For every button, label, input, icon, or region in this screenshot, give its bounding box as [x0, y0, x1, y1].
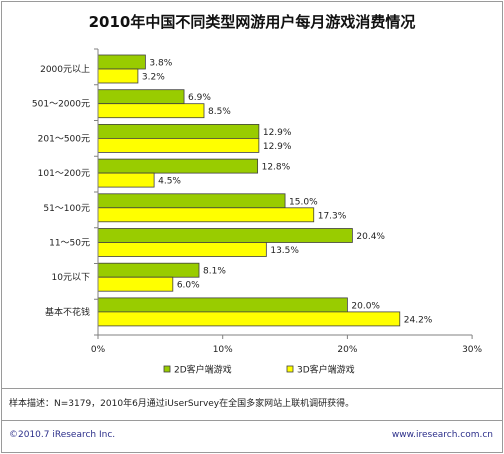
data-label: 13.5% [270, 246, 299, 256]
bar-2d-5 [97, 228, 353, 243]
bar-2d-4 [97, 193, 286, 209]
data-label: 4.5% [158, 177, 181, 187]
data-label: 12.8% [262, 163, 291, 173]
legend-swatch-3d [286, 365, 294, 373]
data-label: 12.9% [263, 142, 292, 152]
data-label: 20.4% [356, 232, 385, 242]
bar-2d-0 [97, 54, 146, 70]
bar-2d-6 [97, 262, 200, 278]
category-label: 501～2000元 [32, 100, 90, 110]
bar-chart: 3.8% 3.2% 2000元以上 6.9% 8.5% 501～2000元 12.9% 12.… [32, 48, 483, 376]
bar-3d-3 [97, 172, 155, 188]
data-label: 3.2% [142, 73, 165, 83]
legend-label-2d: 2D客户端游戏 [174, 364, 232, 376]
data-label: 6.9% [188, 93, 211, 103]
footer-divider [2, 420, 502, 421]
data-label: 17.3% [318, 211, 347, 221]
bar-2d-1 [97, 89, 185, 105]
data-label: 15.0% [289, 197, 318, 207]
bar-3d-5 [97, 242, 267, 257]
category-label: 11～50元 [49, 239, 90, 249]
website-link[interactable]: www.iresearch.com.cn [391, 430, 493, 440]
bar-3d-1 [97, 103, 205, 119]
category-label: 201～500元 [38, 134, 90, 144]
category-label: 基本不花钱 [45, 306, 90, 318]
bar-3d-6 [97, 276, 174, 292]
legend-swatch-2d [163, 365, 171, 373]
bar-2d-2 [97, 124, 260, 139]
bar-2d-3 [97, 158, 259, 174]
bar-3d-2 [97, 137, 260, 153]
x-tick-label: 0% [91, 345, 106, 355]
chart-title: 2010年中国不同类型网游用户每月游戏消费情况 [88, 13, 416, 31]
bar-3d-4 [97, 207, 315, 223]
category-label: 10元以下 [52, 273, 90, 283]
bar-3d-0 [97, 68, 139, 84]
bar-3d-7 [97, 311, 401, 327]
category-label: 51～100元 [43, 204, 90, 214]
x-tick-label: 10% [213, 345, 233, 355]
data-label: 6.0% [177, 281, 200, 291]
category-label: 2000元以上 [40, 64, 90, 75]
data-label: 24.2% [404, 315, 433, 325]
data-label: 12.9% [263, 128, 292, 138]
bar-2d-7 [97, 297, 348, 313]
data-label: 3.8% [149, 59, 172, 69]
sample-footnote: 样本描述：N=3179，2010年6月通过iUserSurvey在全国多家网站上… [9, 399, 355, 409]
data-label: 20.0% [351, 301, 380, 311]
x-tick-label: 30% [462, 345, 482, 355]
data-label: 8.5% [208, 107, 231, 117]
data-label: 8.1% [203, 267, 226, 277]
category-label: 101～200元 [38, 169, 90, 179]
x-tick-label: 20% [337, 345, 357, 355]
copyright-text: ©2010.7 iResearch Inc. [9, 430, 116, 440]
footnote-divider [2, 388, 502, 389]
legend-label-3d: 3D客户端游戏 [297, 364, 355, 376]
